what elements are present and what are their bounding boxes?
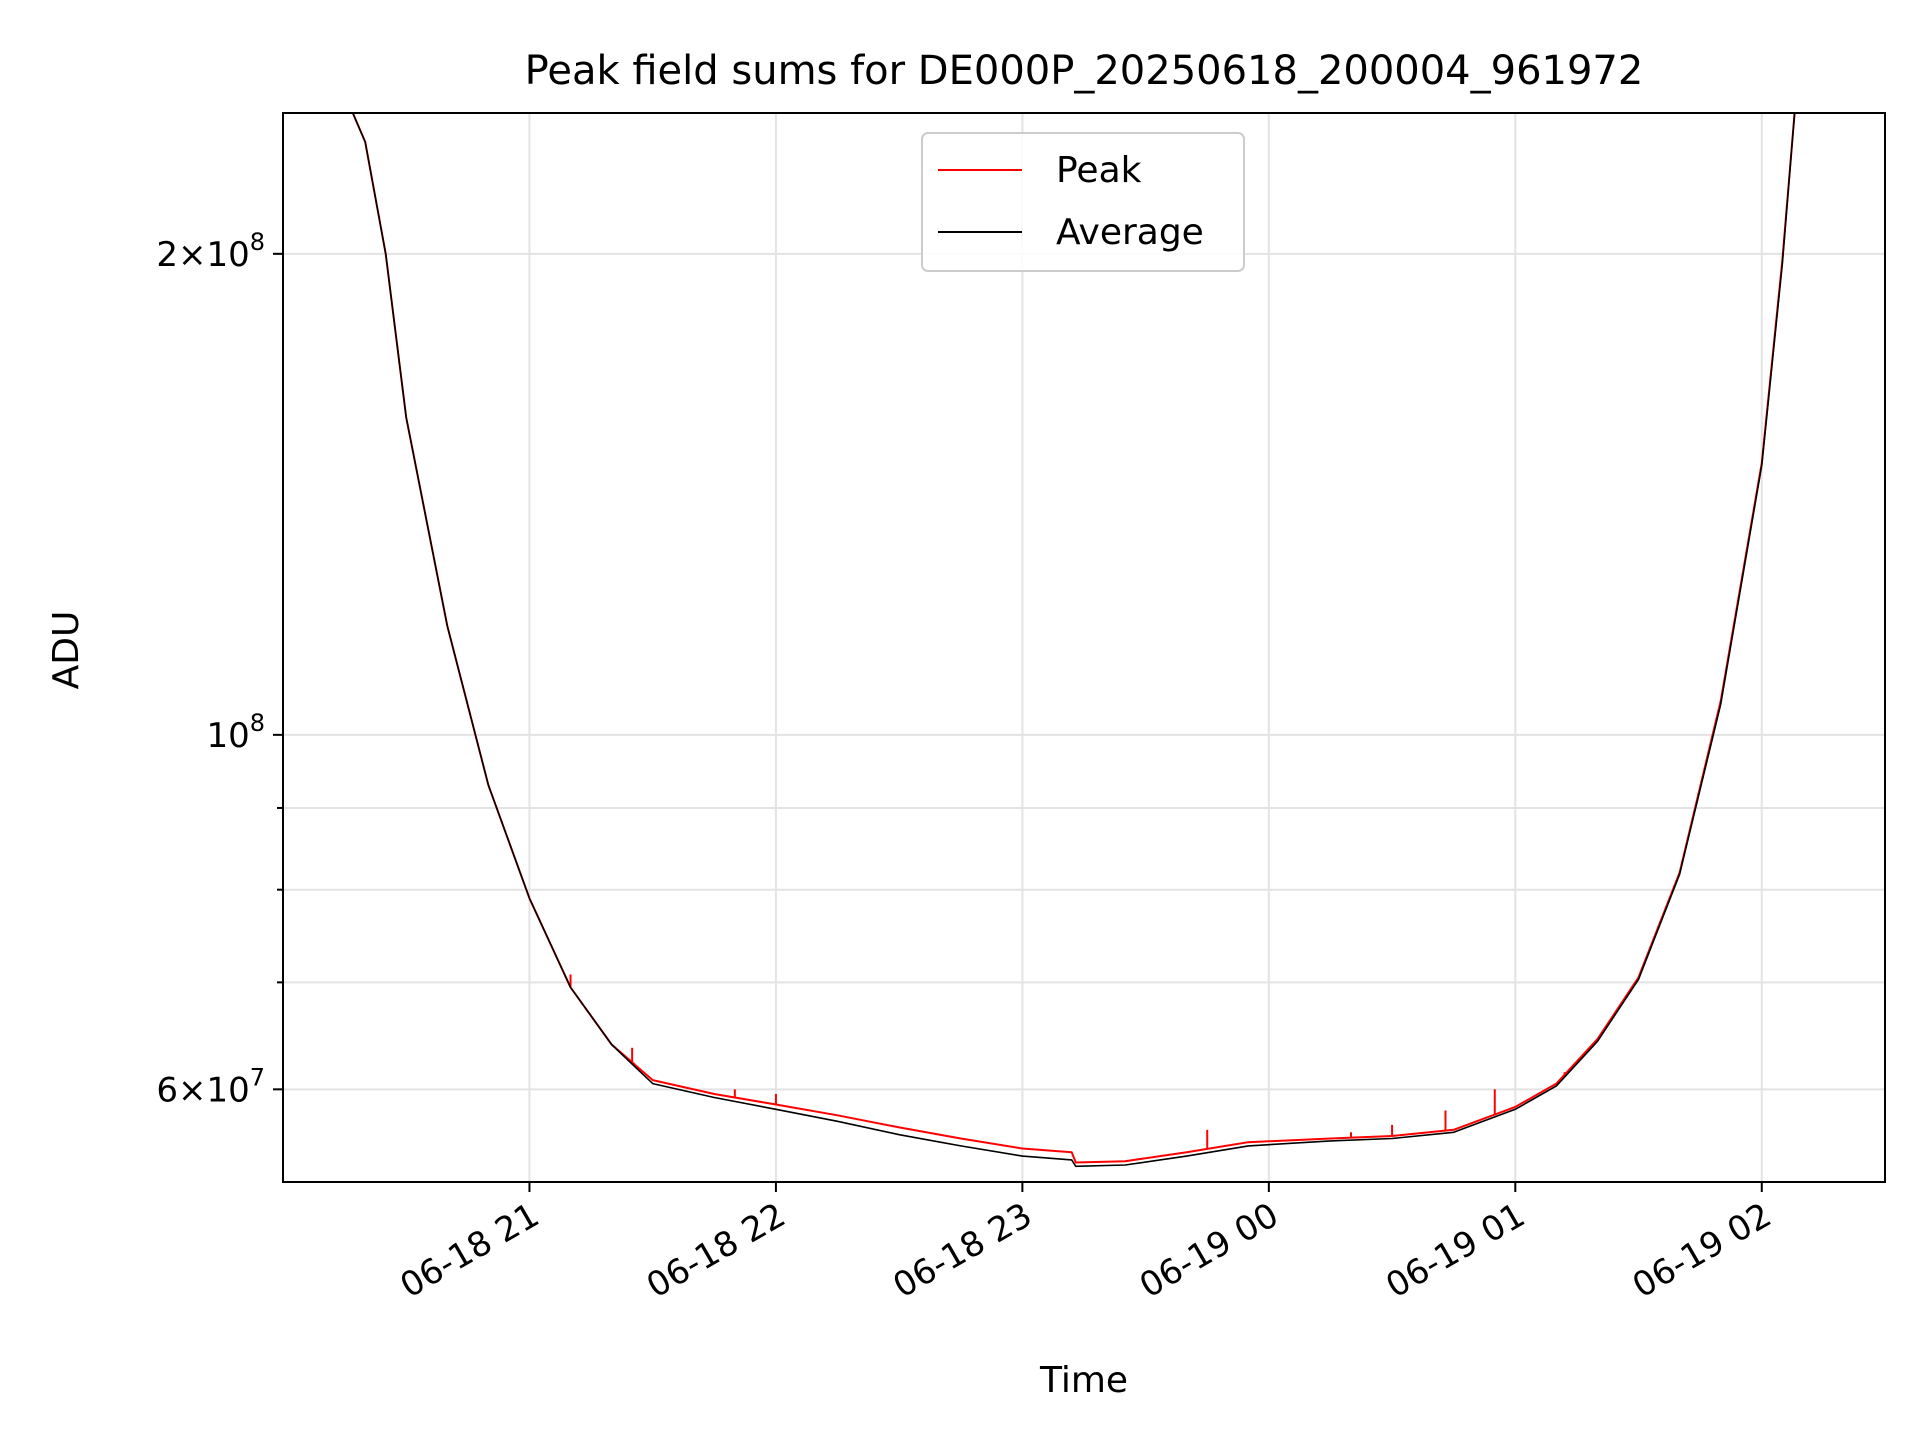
legend-peak-label: Peak (1056, 150, 1142, 191)
legend-box (921, 132, 1245, 272)
y-tick-label: 2×108 (156, 228, 265, 275)
series-layer (283, 113, 1885, 1168)
series-line-average (283, 113, 1885, 1168)
plot-frame (282, 112, 1886, 1183)
grid-layer (283, 113, 1885, 1182)
y-tick-label: 6×107 (156, 1063, 265, 1110)
chart-title: Peak field sums for DE000P_20250618_2000… (525, 48, 1644, 94)
y-tick-label: 108 (206, 709, 265, 756)
y-axis-label: ADU (46, 611, 87, 690)
y-axis-ticks: 6×107 108 2×108 (156, 228, 283, 1110)
legend-average-label: Average (1056, 212, 1204, 253)
legend: Peak Average (921, 132, 1245, 272)
x-axis-label: Time (1039, 1360, 1128, 1401)
